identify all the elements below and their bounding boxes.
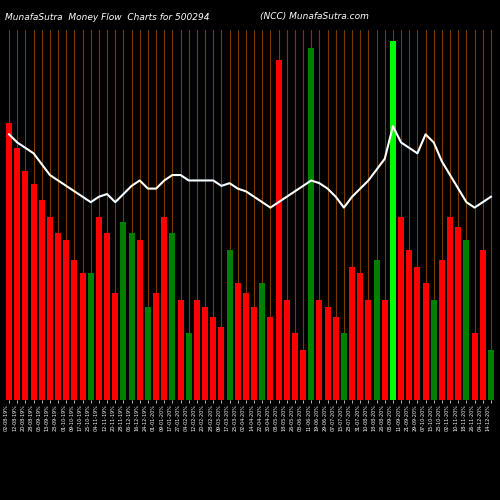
Bar bbox=[153, 294, 159, 400]
Bar bbox=[234, 284, 241, 400]
Bar bbox=[259, 284, 266, 400]
Bar bbox=[374, 260, 380, 400]
Bar bbox=[30, 184, 36, 400]
Bar bbox=[398, 217, 404, 400]
Bar bbox=[390, 41, 396, 400]
Bar bbox=[202, 307, 208, 400]
Bar bbox=[268, 317, 274, 400]
Text: (NCC) MunafaSutra.com: (NCC) MunafaSutra.com bbox=[260, 12, 369, 22]
Bar bbox=[447, 217, 453, 400]
Bar bbox=[128, 234, 134, 400]
Bar bbox=[332, 317, 339, 400]
Bar bbox=[112, 294, 118, 400]
Bar bbox=[226, 250, 232, 400]
Bar bbox=[178, 300, 184, 400]
Bar bbox=[55, 234, 61, 400]
Bar bbox=[300, 350, 306, 400]
Bar bbox=[324, 307, 330, 400]
Bar bbox=[136, 240, 143, 400]
Bar bbox=[170, 234, 175, 400]
Bar bbox=[430, 300, 437, 400]
Bar bbox=[349, 267, 355, 400]
Bar bbox=[292, 334, 298, 400]
Bar bbox=[210, 317, 216, 400]
Bar bbox=[472, 334, 478, 400]
Bar bbox=[357, 274, 364, 400]
Bar bbox=[14, 148, 20, 400]
Bar bbox=[406, 250, 412, 400]
Bar bbox=[47, 217, 53, 400]
Bar bbox=[341, 334, 347, 400]
Bar bbox=[161, 217, 168, 400]
Bar bbox=[251, 307, 257, 400]
Bar bbox=[38, 200, 45, 400]
Bar bbox=[308, 48, 314, 400]
Bar bbox=[284, 300, 290, 400]
Bar bbox=[218, 326, 224, 400]
Bar bbox=[276, 60, 281, 400]
Bar bbox=[243, 294, 249, 400]
Bar bbox=[382, 300, 388, 400]
Bar bbox=[439, 260, 445, 400]
Bar bbox=[366, 300, 372, 400]
Bar bbox=[316, 300, 322, 400]
Bar bbox=[96, 217, 102, 400]
Bar bbox=[22, 170, 28, 400]
Bar bbox=[63, 240, 70, 400]
Bar bbox=[104, 234, 110, 400]
Text: MunafaSutra  Money Flow  Charts for 500294: MunafaSutra Money Flow Charts for 500294 bbox=[5, 12, 210, 22]
Bar bbox=[145, 307, 151, 400]
Bar bbox=[186, 334, 192, 400]
Bar bbox=[414, 267, 420, 400]
Bar bbox=[120, 222, 126, 400]
Bar bbox=[194, 300, 200, 400]
Bar bbox=[464, 240, 469, 400]
Bar bbox=[422, 284, 428, 400]
Bar bbox=[455, 227, 462, 400]
Bar bbox=[80, 274, 86, 400]
Bar bbox=[6, 122, 12, 400]
Bar bbox=[488, 350, 494, 400]
Bar bbox=[72, 260, 78, 400]
Bar bbox=[88, 274, 94, 400]
Bar bbox=[480, 250, 486, 400]
